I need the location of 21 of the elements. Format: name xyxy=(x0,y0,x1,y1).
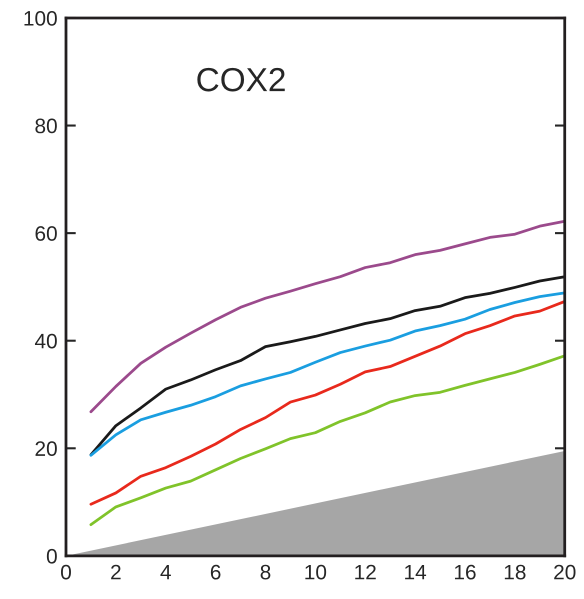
y-tick-label: 100 xyxy=(24,10,57,26)
x-tick-label: 10 xyxy=(305,564,326,580)
line-series xyxy=(90,220,565,414)
x-tick-label: 4 xyxy=(160,564,171,580)
y-tick-label: 40 xyxy=(34,334,57,348)
text: COX2 xyxy=(197,68,285,92)
y-tick-label: 0 xyxy=(46,548,57,564)
y-tick-label: 60 xyxy=(36,226,57,241)
x-tick-label: 2 xyxy=(111,564,121,580)
x-tick-label: 12 xyxy=(355,564,376,580)
x-tick-label: 16 xyxy=(454,564,476,580)
x-tick-label: 8 xyxy=(260,564,270,580)
x-tick-label: 20 xyxy=(554,564,576,580)
x-tick-label: 14 xyxy=(405,564,426,580)
x-tick-label: 0 xyxy=(61,564,71,580)
y-tick-label: 80 xyxy=(35,118,57,134)
line-series xyxy=(90,354,565,526)
x-tick-label: 6 xyxy=(210,564,220,580)
y-tick-label: 20 xyxy=(36,441,57,456)
line-series xyxy=(90,300,565,506)
x-tick-label: 18 xyxy=(504,564,526,580)
